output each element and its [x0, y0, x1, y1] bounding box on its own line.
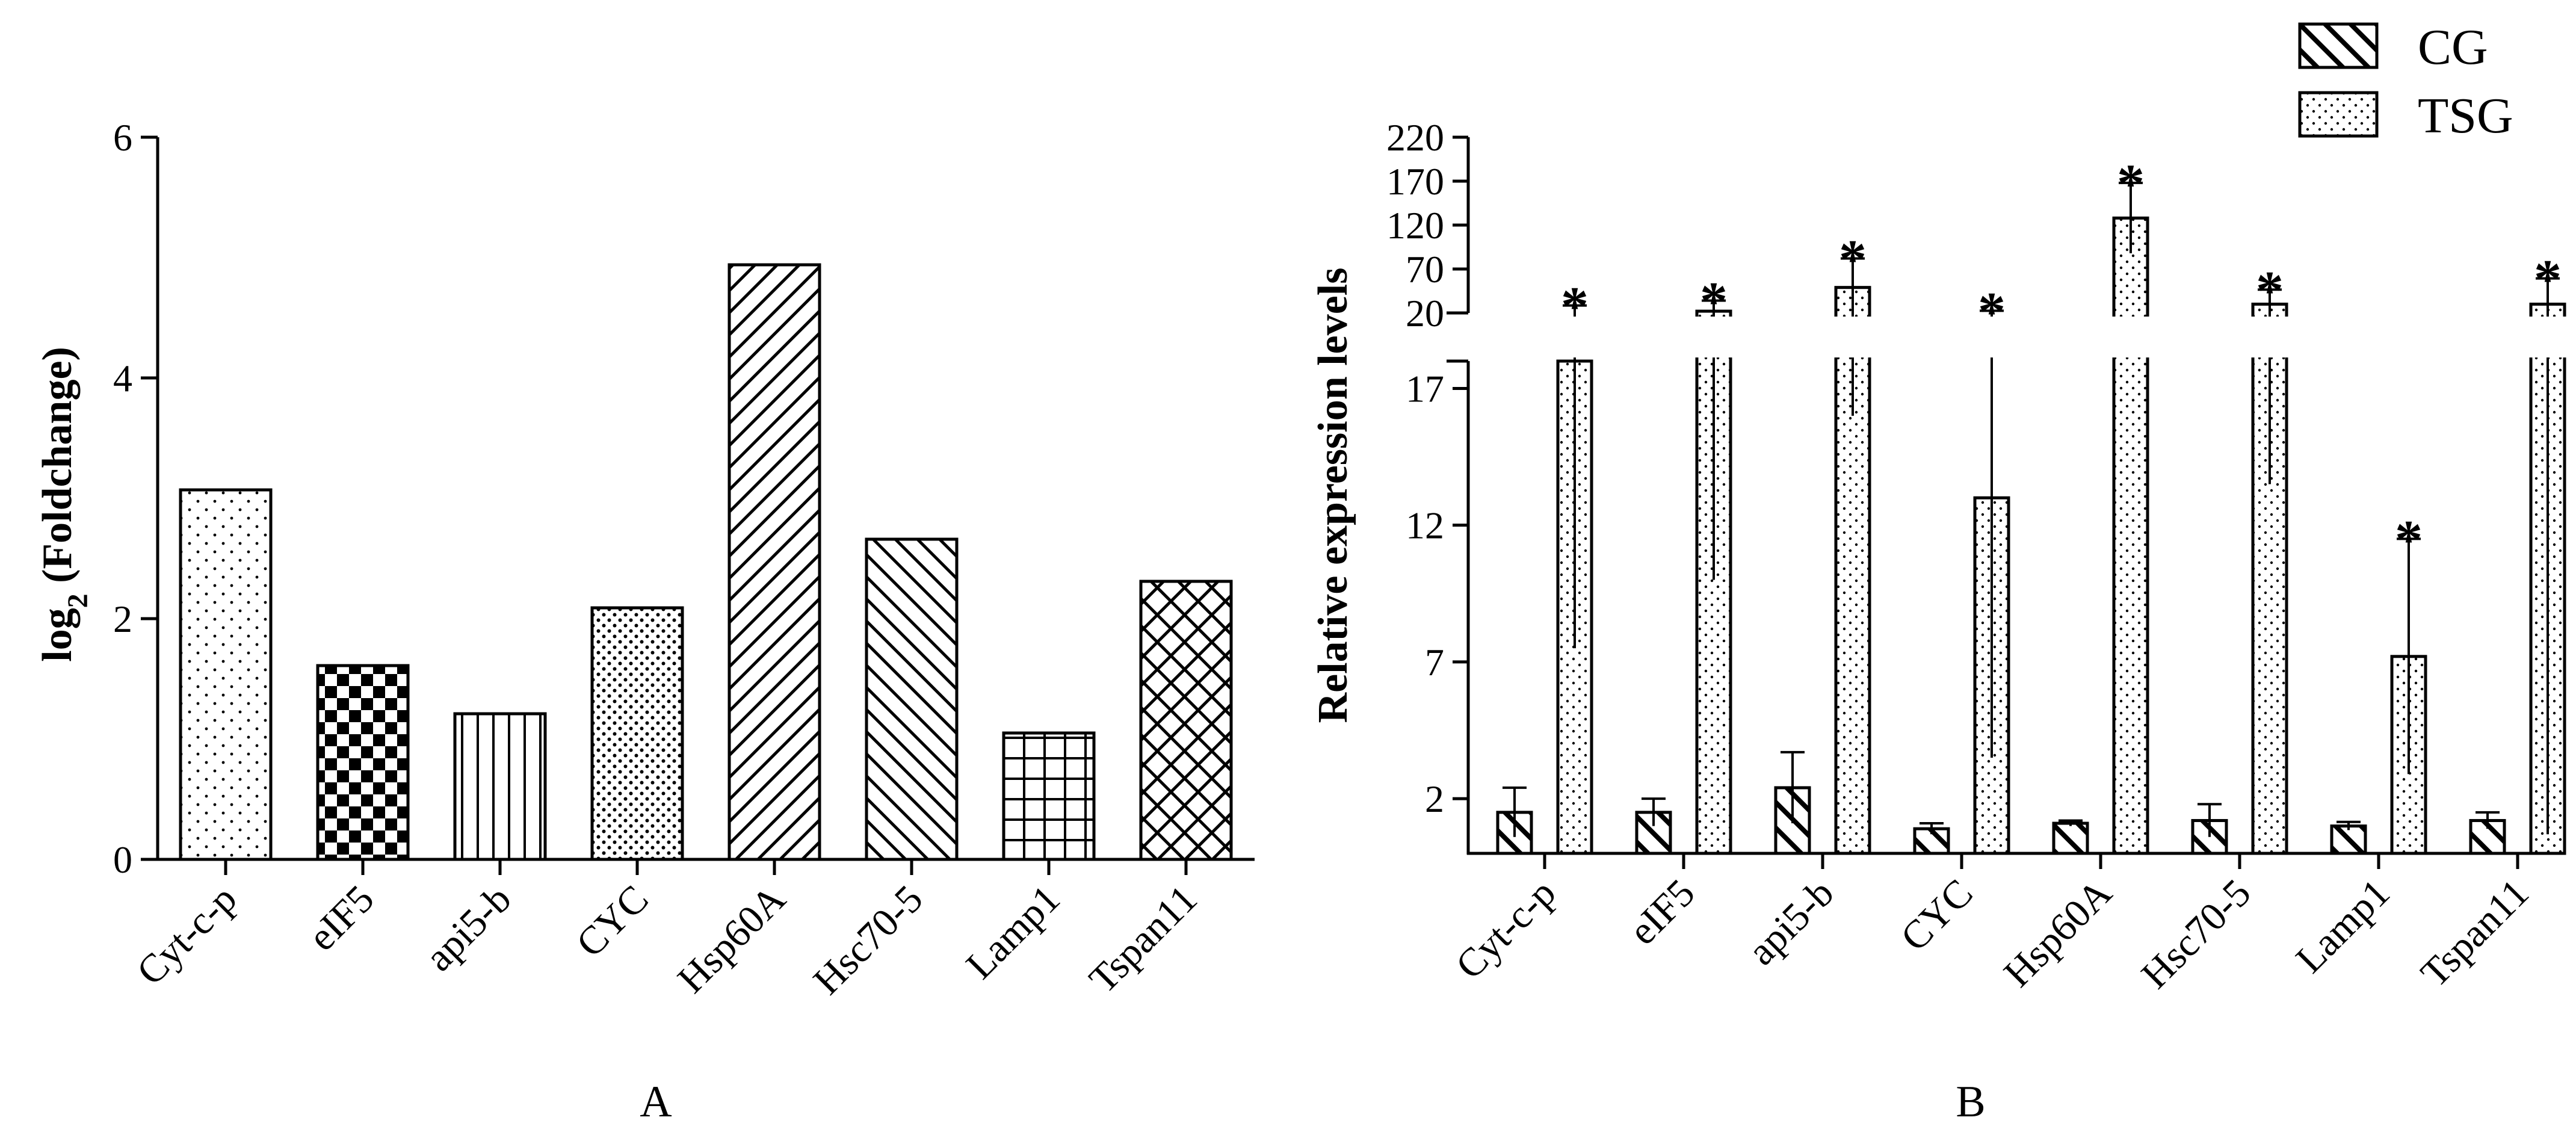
- a-y-axis-title: log2 (Foldchange): [34, 347, 94, 662]
- a-x-tick-label: Hsc70-5: [805, 877, 931, 1003]
- b-significance-star: *: [2395, 509, 2423, 570]
- b-bar-cg: [1913, 827, 1950, 855]
- b-break-gap: [2248, 317, 2291, 357]
- b-break-gap: [2526, 317, 2569, 357]
- b-break-gap: [2109, 317, 2152, 357]
- b-break-gap: [1553, 317, 1596, 357]
- b-significance-star: *: [1839, 228, 1867, 289]
- b-y-tick-label: 170: [1386, 160, 1444, 203]
- b-break-gap: [1970, 317, 2013, 357]
- b-x-tick-label: api5-b: [1740, 871, 1842, 974]
- b-x-tick-label: CYC: [1892, 871, 1981, 960]
- a-x-tick-label: Hsp60A: [669, 877, 794, 1001]
- b-x-tick-label: Cyt-c-p: [1447, 871, 1564, 988]
- b-y-tick-label: 17: [1406, 367, 1444, 410]
- b-x-tick-label: Lamp1: [2288, 871, 2398, 982]
- b-significance-star: *: [1700, 271, 1728, 332]
- a-bar: [1139, 580, 1233, 861]
- b-x-tick-label: Hsp60A: [1995, 871, 2120, 995]
- a-bar: [316, 664, 410, 861]
- legend-swatch-tsg: [2298, 91, 2379, 138]
- b-significance-star: *: [2534, 249, 2562, 310]
- b-bar-cg: [2330, 824, 2367, 855]
- a-y-tick-label: 2: [113, 598, 132, 640]
- a-bar: [179, 488, 273, 861]
- legend-label-cg: CG: [2418, 19, 2488, 75]
- b-y-tick-label: 20: [1406, 292, 1444, 335]
- b-y-tick-label: 2: [1425, 778, 1444, 820]
- panel-a-chart: 0 2 4 6 Cyt-c-p eIF5 api5-b CYC Hsp60A Hsc70-5 Lam…: [34, 116, 1255, 1003]
- b-y-tick-label: 120: [1386, 204, 1444, 247]
- a-y-tick-label: 4: [113, 357, 132, 400]
- b-significance-star: *: [1561, 276, 1589, 337]
- b-break-gap: [1831, 317, 1874, 357]
- panel-b-label: B: [1956, 1077, 1985, 1127]
- b-break-gap: [1692, 317, 1735, 357]
- a-x-tick-label: Tspan11: [1081, 877, 1205, 1001]
- legend-label-tsg: TSG: [2418, 88, 2513, 144]
- legend-swatch-cg: [2298, 22, 2379, 69]
- a-x-tick-label: CYC: [568, 877, 657, 966]
- panel-a-label: A: [640, 1077, 672, 1127]
- a-bar: [727, 263, 821, 861]
- a-bar: [453, 712, 547, 861]
- b-significance-star: *: [2117, 153, 2145, 214]
- b-significance-star: *: [2256, 259, 2284, 321]
- b-significance-star: *: [1978, 280, 2006, 342]
- b-x-tick-label: eIF5: [1620, 871, 1703, 953]
- b-x-tick-label: Hsc70-5: [2133, 871, 2259, 997]
- a-x-tick-label: eIF5: [300, 877, 382, 959]
- b-bar-tsg: [2112, 216, 2149, 855]
- a-x-tick-label: Cyt-c-p: [128, 877, 245, 994]
- b-break-gap: [2387, 317, 2430, 357]
- b-bar-cg: [2052, 821, 2089, 855]
- a-x-tick-label: Lamp1: [958, 877, 1069, 988]
- a-bar: [1002, 731, 1096, 861]
- a-y-tick-label: 0: [113, 838, 132, 881]
- b-y-tick-label: 7: [1425, 641, 1444, 684]
- a-y-tick-label: 6: [113, 116, 132, 159]
- a-bar: [590, 606, 684, 861]
- b-y-axis-title: Relative expression levels: [1310, 268, 1356, 723]
- b-y-tick-label: 12: [1406, 504, 1444, 547]
- b-y-tick-label: 220: [1386, 116, 1444, 159]
- a-x-tick-label: api5-b: [417, 877, 520, 980]
- a-bar: [865, 537, 959, 861]
- b-y-tick-label: 70: [1406, 248, 1444, 291]
- b-x-tick-label: Tspan11: [2412, 871, 2537, 995]
